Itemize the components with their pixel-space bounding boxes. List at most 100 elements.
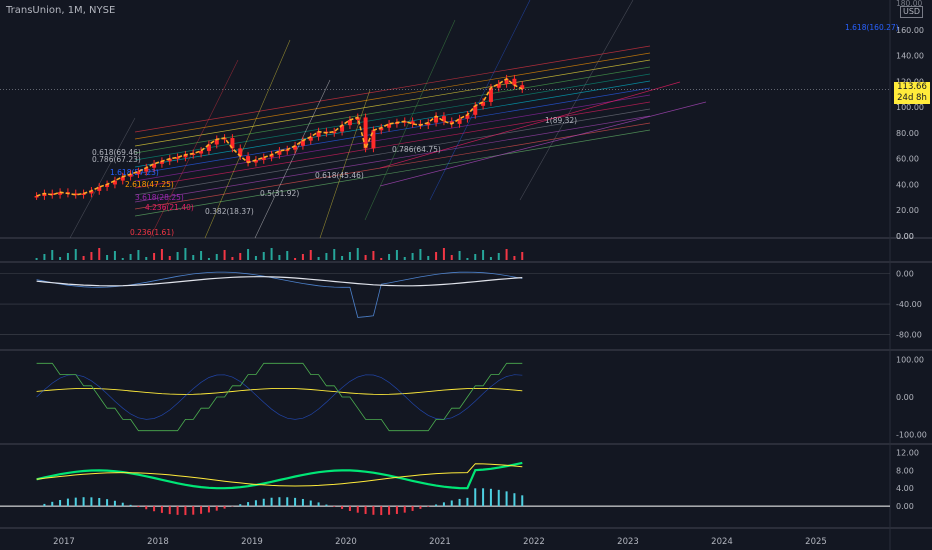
x-tick-label: 2019 [241, 537, 263, 547]
candle [300, 140, 305, 146]
macd-bar [106, 499, 109, 507]
candle [520, 85, 525, 90]
macd-bar [59, 500, 62, 507]
candle [410, 121, 415, 124]
candle [504, 78, 509, 84]
candle [144, 167, 149, 172]
macd-bar [435, 504, 438, 507]
macd-bar [215, 506, 218, 511]
y-tick-label: 4.00 [896, 484, 914, 493]
macd-bar [153, 506, 156, 512]
fib-channel-line [134, 108, 651, 196]
fib-level-label: 2.618(47.25) [125, 180, 174, 189]
volume-bar [411, 253, 414, 260]
exchange-label: NYSE [89, 5, 116, 16]
y-tick-label: 0.00 [896, 270, 914, 279]
fib-channel-line [134, 122, 651, 210]
fib-level-label: 3.618(28.25) [135, 193, 184, 202]
candle [246, 156, 251, 163]
volume-bar [513, 256, 516, 260]
candle [441, 116, 446, 122]
candle [308, 136, 313, 141]
volume-bar [223, 250, 226, 260]
fib-zone-line [69, 117, 136, 239]
macd-bar [160, 506, 163, 513]
candle [105, 184, 110, 188]
macd-bar [395, 506, 398, 514]
volume-bar [137, 250, 140, 260]
x-tick-label: 2020 [335, 537, 357, 547]
candle [512, 78, 517, 86]
volume-bar [176, 252, 179, 260]
fib-channel-line [134, 45, 651, 133]
volume-bar [489, 257, 492, 260]
fib-zone-line [319, 89, 371, 239]
macd-bar [513, 493, 516, 507]
volume-bar [372, 251, 375, 260]
fib-level-label: 0.618(45.46) [315, 171, 364, 180]
macd-bar [74, 497, 77, 507]
fib-level-label: 1(89.32) [545, 116, 577, 125]
macd-bar [239, 504, 242, 507]
fib-level-label: 0.786(64.75) [392, 145, 441, 154]
volume-bar [309, 250, 312, 260]
volume-bar [505, 249, 508, 260]
volume-bar [364, 255, 367, 260]
candle [496, 83, 501, 88]
macd-bar [317, 502, 320, 507]
volume-bar [239, 253, 242, 260]
volume-bar [113, 251, 116, 260]
macd-bar [364, 506, 367, 514]
volume-bar [74, 249, 77, 260]
x-tick-label: 2025 [805, 537, 827, 547]
volume-bar [207, 258, 210, 260]
y-tick-label: 100.00 [896, 103, 924, 112]
volume-bar [419, 249, 422, 260]
fib-channel-line [134, 94, 651, 182]
macd-bar [262, 498, 265, 507]
price-trend-line [36, 77, 523, 197]
macd-bar [137, 506, 140, 508]
bar-countdown: 24d 8h [897, 93, 927, 103]
volume-bar [98, 248, 101, 260]
candle [50, 193, 55, 195]
fib-zone-line [519, 0, 634, 201]
x-tick-label: 2017 [53, 537, 75, 547]
y-tick-label: -100.00 [896, 430, 927, 439]
fib-channel [134, 45, 707, 217]
currency-badge[interactable]: USD [900, 6, 924, 18]
fib-channel-line [134, 52, 651, 140]
macd-bar [372, 506, 375, 515]
macd-bar [121, 502, 124, 507]
volume-bar [192, 255, 195, 260]
candle [159, 161, 164, 164]
candle [238, 148, 243, 157]
y-tick-label: 40.00 [896, 180, 919, 189]
fib-time-zones [69, 0, 634, 239]
macd-bar [82, 497, 85, 507]
candle [183, 154, 188, 158]
volume-bar [341, 256, 344, 260]
volume-bar [301, 254, 304, 260]
macd-bar [192, 506, 195, 515]
macd-bar [247, 502, 250, 507]
macd-bar [489, 488, 492, 507]
candle [371, 130, 376, 149]
volume-bar [66, 253, 69, 260]
macd-signal-line [36, 463, 523, 487]
interval-label: 1M [67, 5, 83, 16]
volume-bar [90, 252, 93, 260]
y-tick-label: 140.00 [896, 52, 924, 61]
macd-bar [98, 497, 101, 507]
volume-bar [278, 255, 281, 260]
fib-channel-line [134, 73, 651, 161]
volume-bar [442, 248, 445, 260]
candle [112, 180, 117, 185]
macd-bar [286, 497, 289, 507]
volume-bar [427, 256, 430, 260]
macd-bar [51, 501, 54, 507]
macd-bar [168, 506, 171, 515]
candle [261, 157, 266, 160]
candle [332, 131, 337, 134]
